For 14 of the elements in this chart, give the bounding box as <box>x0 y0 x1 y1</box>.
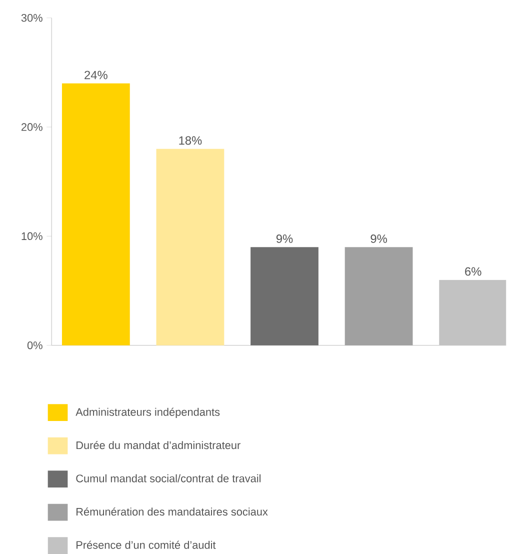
data-label: 24% <box>84 70 108 80</box>
legend-label: Présence d’un comité d’audit <box>76 540 216 549</box>
legend-label: Rémunération des mandataires sociaux <box>76 507 268 516</box>
y-tick-label: 20% <box>21 123 42 131</box>
y-tick-label: 10% <box>22 232 42 240</box>
legend-label: Cumul mandat social/contrat de travail <box>76 474 260 482</box>
legend-label: Administrateurs indépendants <box>76 408 220 418</box>
data-label: 18% <box>179 136 202 145</box>
data-label: 6% <box>465 267 482 276</box>
legend-label: Durée du mandat d’administrateur <box>76 441 240 450</box>
y-tick-label: 0% <box>27 341 42 350</box>
data-label: 9% <box>370 234 387 243</box>
data-label: 9% <box>276 234 293 243</box>
y-tick-label: 30% <box>21 14 42 22</box>
